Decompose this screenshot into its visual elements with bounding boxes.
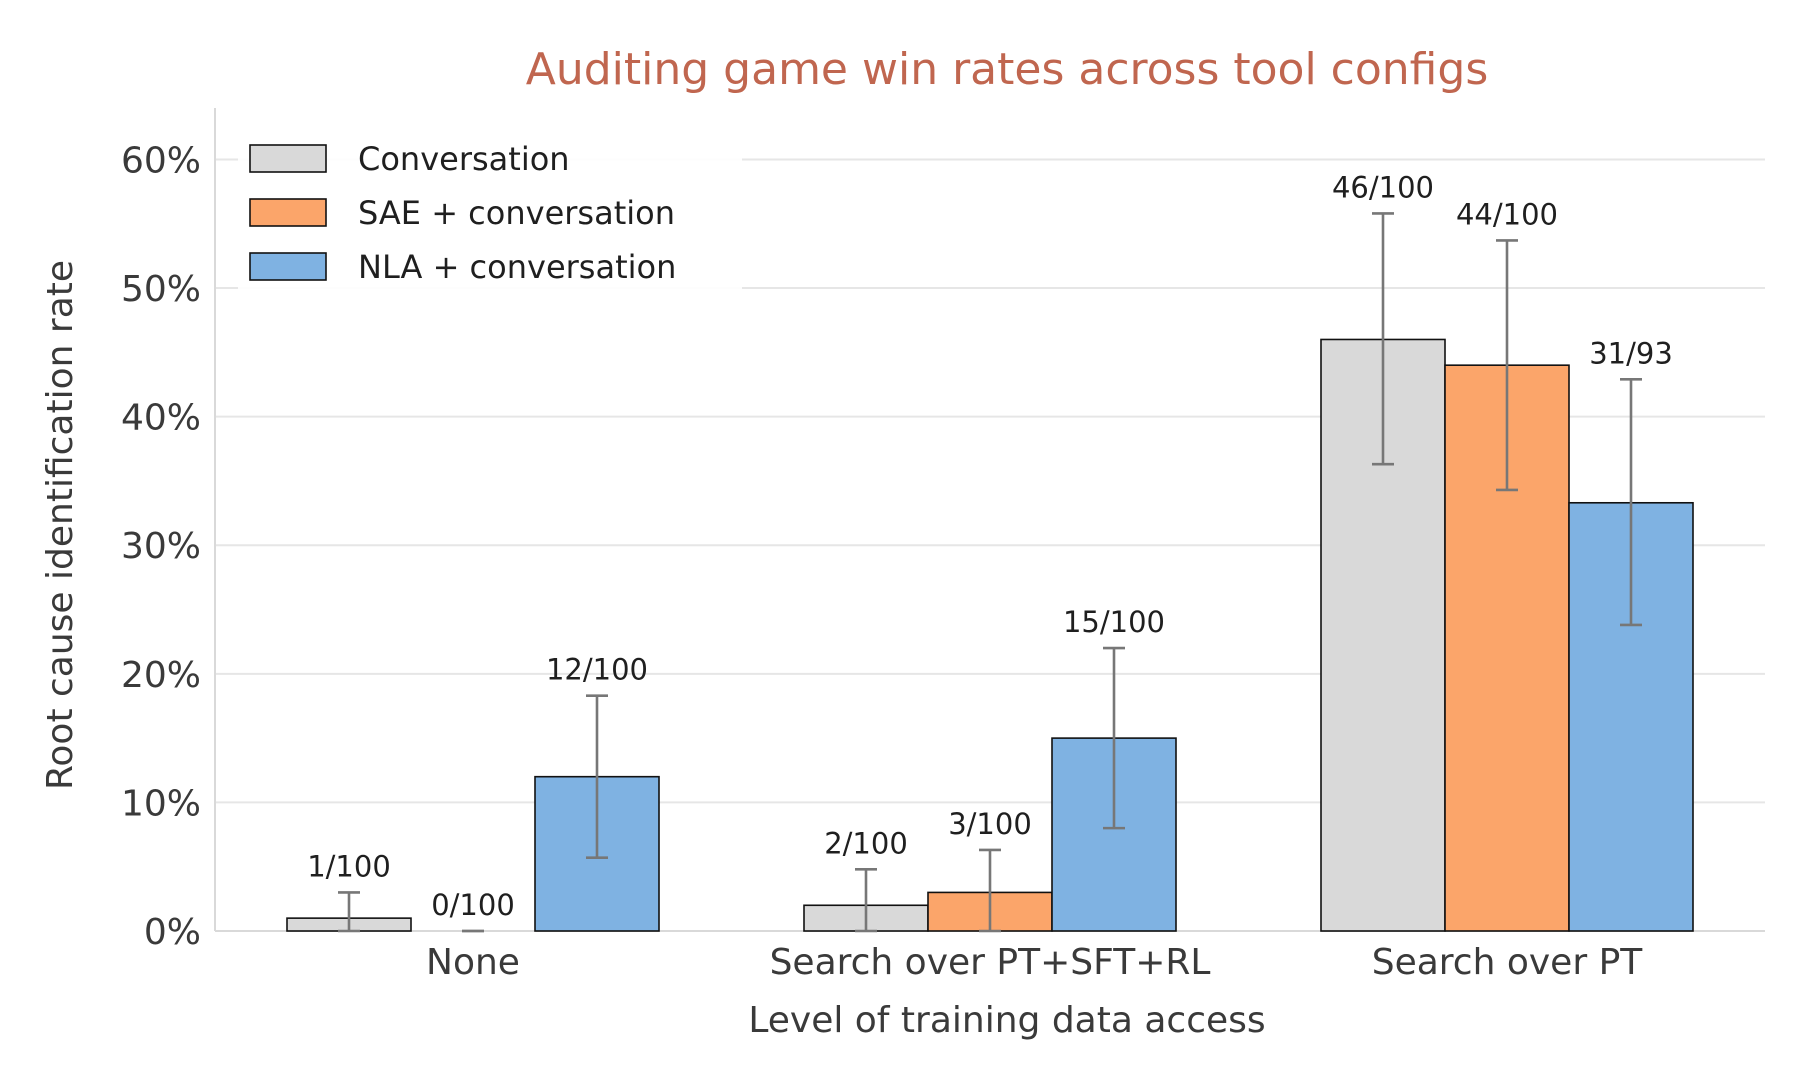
x-tick-label: None	[426, 942, 520, 983]
x-tick-label: Search over PT	[1372, 942, 1644, 983]
data-label: 31/93	[1589, 336, 1673, 370]
y-tick-label: 30%	[121, 526, 201, 567]
legend-swatch	[249, 252, 327, 281]
error-bar	[1496, 239, 1518, 492]
data-label: 1/100	[307, 849, 391, 883]
data-label: 46/100	[1332, 170, 1434, 204]
y-tick-label: 0%	[144, 912, 201, 953]
error-bars	[338, 212, 1642, 933]
data-label: 44/100	[1456, 197, 1558, 231]
data-label: 12/100	[546, 653, 648, 687]
error-bar	[586, 694, 608, 860]
error-bar	[1620, 378, 1642, 627]
legend-label: NLA + conversation	[358, 248, 676, 286]
x-axis-label: Level of training data access	[748, 1000, 1265, 1041]
error-bar	[979, 848, 1001, 933]
data-labels: 1/100 2/100 46/100 0/100 3/100 44/100 12/100 15…	[307, 170, 1673, 922]
error-bar	[1372, 212, 1394, 466]
x-tick-label: Search over PT+SFT+RL	[770, 942, 1211, 983]
bars	[286, 338, 1694, 932]
error-bar	[855, 867, 877, 933]
legend-label: Conversation	[358, 140, 570, 178]
data-label: 0/100	[431, 888, 515, 922]
y-axis-label: Root cause identification rate	[40, 260, 81, 790]
chart-title: Auditing game win rates across tool conf…	[526, 44, 1489, 95]
data-label: 15/100	[1063, 605, 1165, 639]
error-bar	[1103, 646, 1125, 830]
legend: Conversation SAE + conversation NLA + conv…	[238, 122, 742, 292]
data-label: 2/100	[824, 826, 908, 860]
legend-swatch	[249, 198, 327, 227]
legend-swatch	[249, 144, 327, 173]
y-tick-label: 10%	[121, 783, 201, 824]
y-tick-label: 40%	[121, 398, 201, 439]
y-tick-label: 60%	[121, 140, 201, 181]
y-tick-label: 20%	[121, 655, 201, 696]
y-tick-label: 50%	[121, 269, 201, 310]
error-bar	[338, 891, 360, 933]
legend-label: SAE + conversation	[358, 194, 675, 232]
data-label: 3/100	[948, 807, 1032, 841]
